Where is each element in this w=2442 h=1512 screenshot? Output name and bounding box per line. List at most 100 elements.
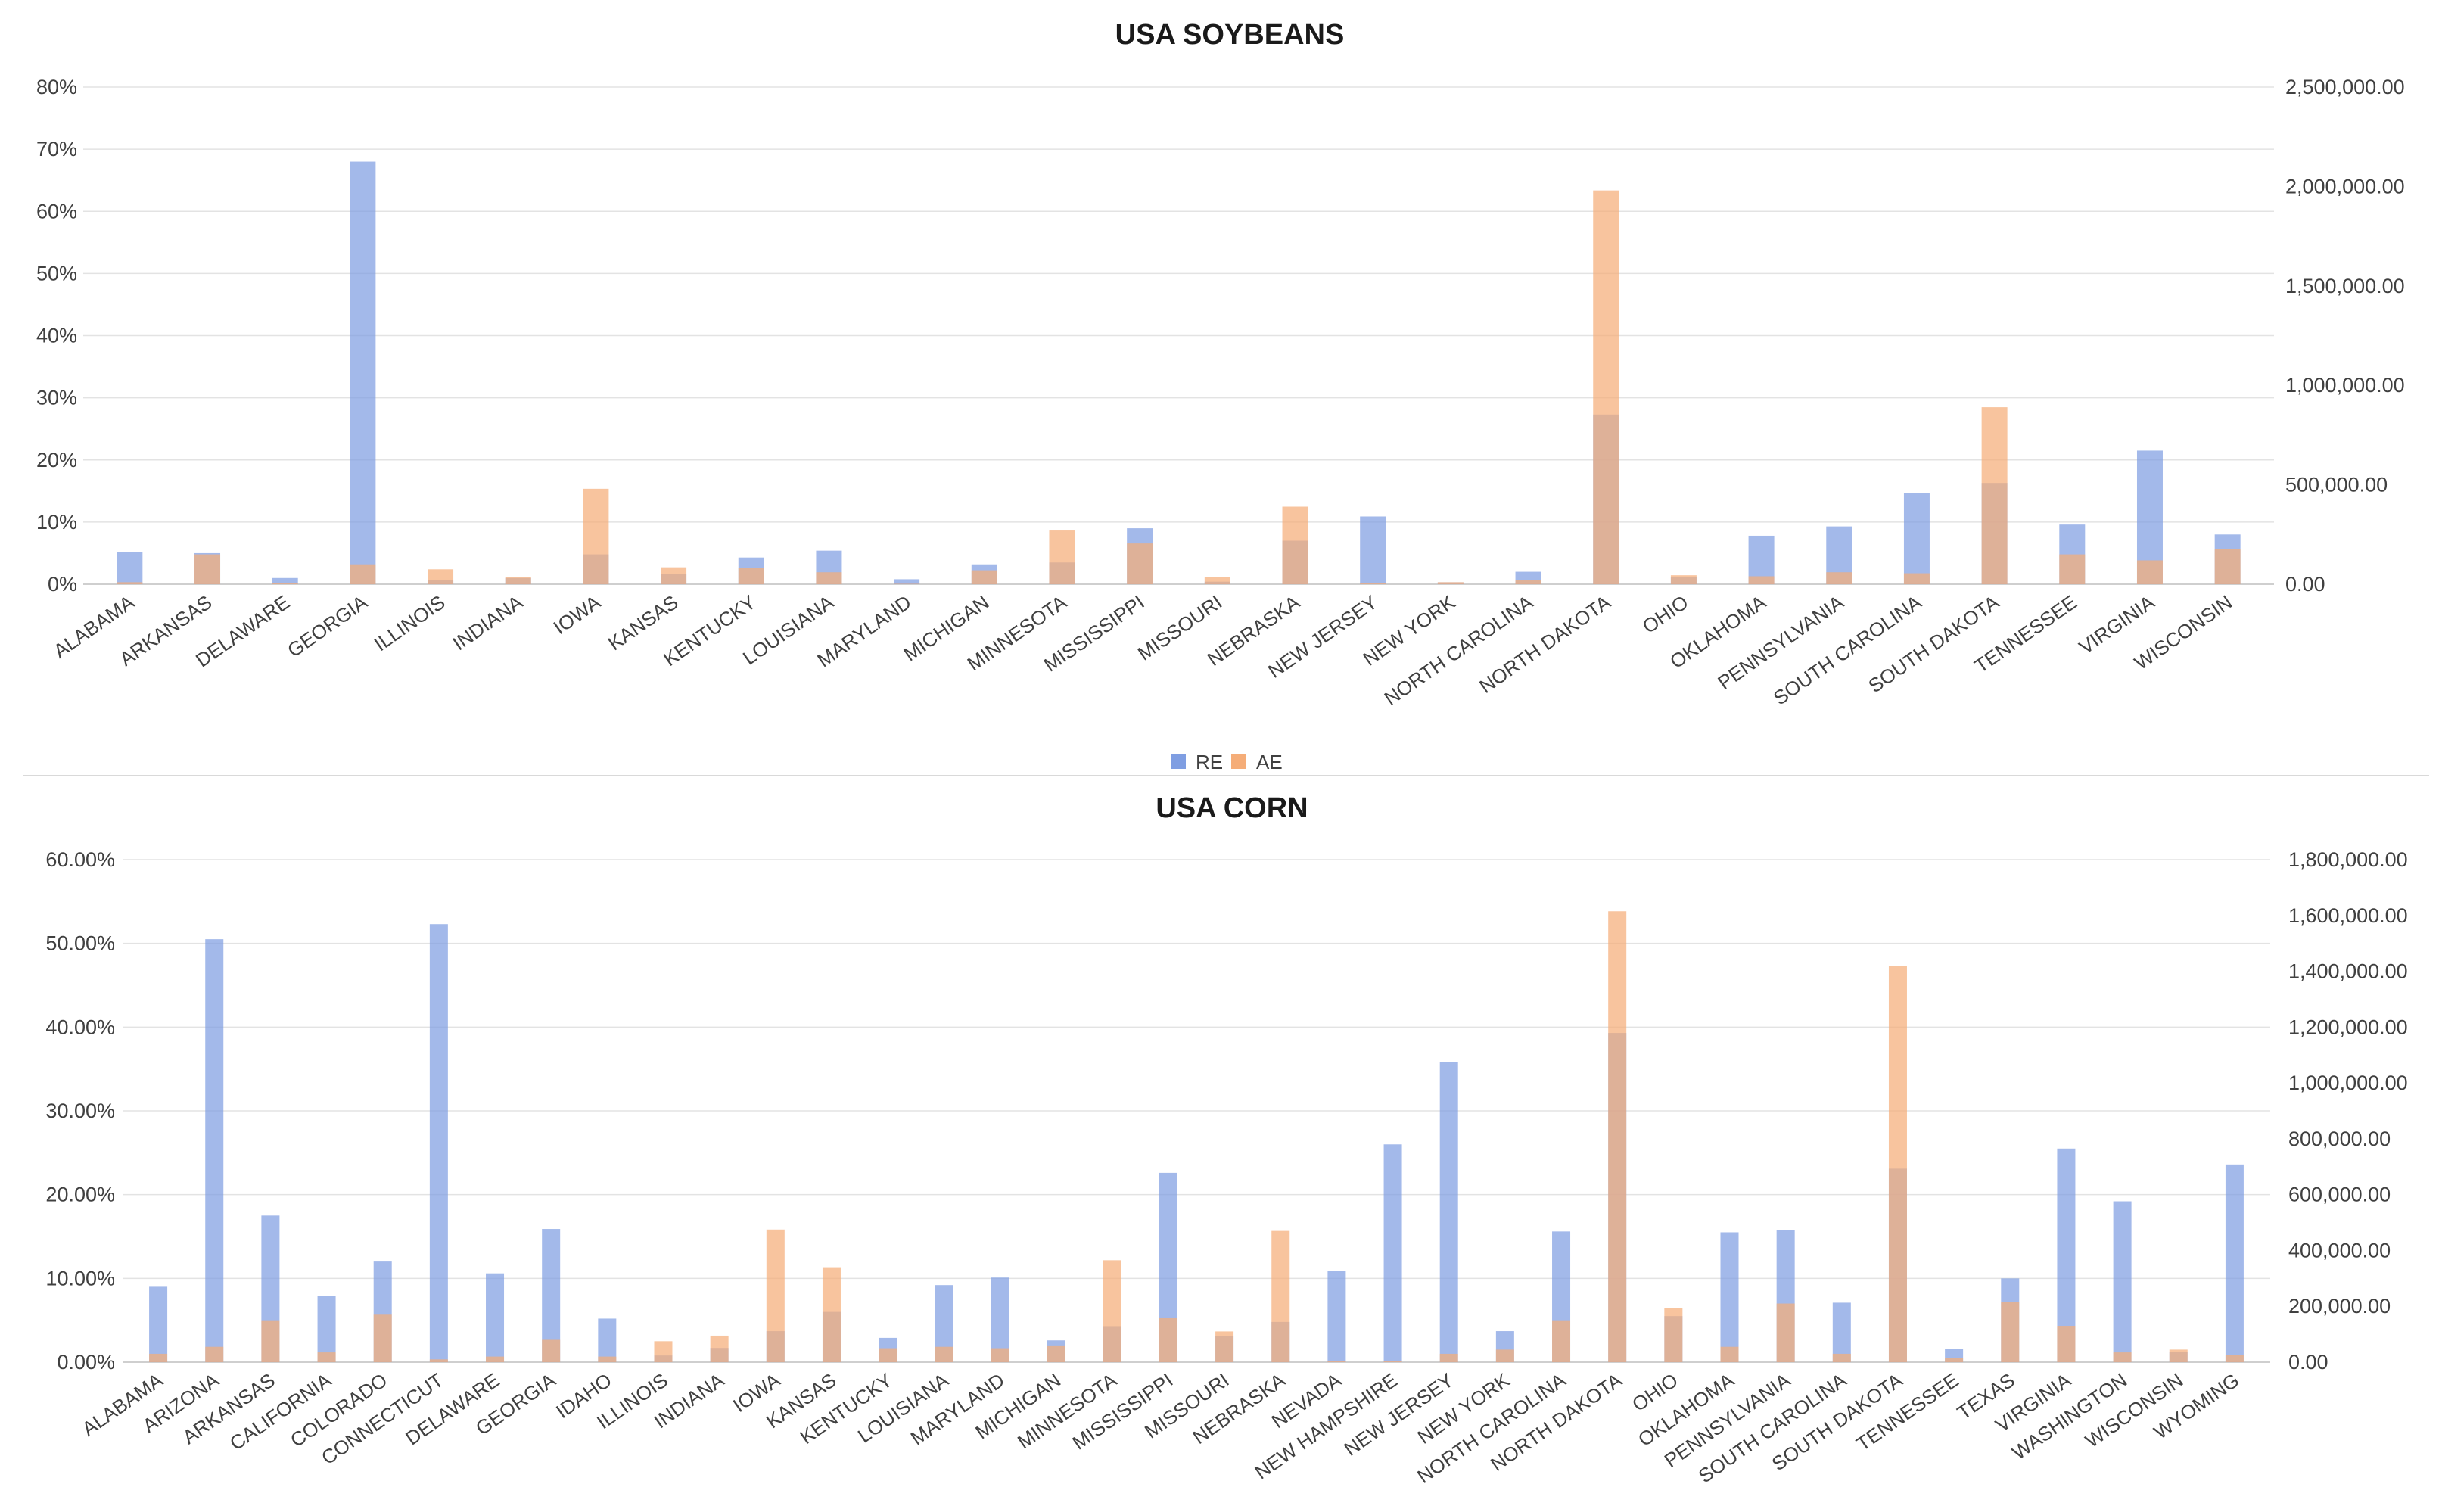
soybeans-left-tick-label: 60% <box>36 200 77 222</box>
soybeans-ae-bar-south-dakota <box>1981 407 2008 584</box>
corn-re-bar-delaware <box>486 1273 505 1362</box>
corn-ae-bar-washington <box>2113 1352 2132 1362</box>
soybeans-chart: USA SOYBEANS 0%10%20%30%40%50%60%70%80% … <box>36 19 2405 710</box>
corn-re-bar-california <box>317 1296 336 1362</box>
corn-ae-bar-new-york <box>1495 1349 1514 1362</box>
soybeans-ae-bar-ohio <box>1670 575 1697 584</box>
soybeans-ae-bar-louisiana <box>816 572 842 584</box>
corn-ae-bar-nevada <box>1327 1361 1346 1362</box>
soybeans-ae-bar-georgia <box>350 564 376 584</box>
soybeans-ae-bar-iowa <box>583 488 609 584</box>
corn-ae-bar-michigan <box>1047 1345 1065 1362</box>
corn-re-bar-maryland <box>991 1277 1009 1362</box>
soybeans-left-tick-label: 50% <box>36 262 77 285</box>
corn-ae-bar-california <box>317 1352 336 1362</box>
soybeans-ae-bar-delaware <box>272 583 298 584</box>
legend-label-ae: AE <box>1256 751 1283 773</box>
corn-ae-bar-new-hampshire <box>1383 1361 1402 1362</box>
soybeans-ae-bar-oklahoma <box>1748 576 1775 584</box>
soybeans-ae-bar-minnesota <box>1049 530 1075 584</box>
corn-ae-bar-louisiana <box>935 1346 953 1362</box>
corn-chart-title: USA CORN <box>1156 792 1308 824</box>
soybeans-ae-bar-illinois <box>428 569 454 584</box>
corn-ae-bar-north-carolina <box>1552 1320 1571 1362</box>
corn-ae-bar-colorado <box>373 1314 392 1362</box>
corn-ae-bar-texas <box>2001 1302 2020 1362</box>
corn-chart: USA CORN 0.00% 10.00% 20.00% 30.00% 40.00% 50… <box>45 792 2407 1488</box>
corn-right-tick-label: 200,000.00 <box>2288 1295 2391 1318</box>
soybeans-ae-bar-virginia <box>2136 560 2163 584</box>
corn-right-axis: 0.00 200,000.00 400,000.00 600,000.00 800,00… <box>2288 848 2408 1374</box>
corn-re-bar-connecticut <box>429 924 448 1362</box>
soybeans-category-label: GEORGIA <box>283 590 372 662</box>
corn-re-bar-wyoming <box>2225 1164 2244 1362</box>
soybeans-ae-bar-maryland <box>894 583 920 584</box>
corn-re-bar-washington <box>2113 1201 2132 1362</box>
corn-category-labels: ALABAMAARIZONAARKANSASCALIFORNIACOLORADO… <box>78 1368 2244 1488</box>
soybeans-ae-bar-new-york <box>1437 582 1464 584</box>
corn-ae-bar-kentucky <box>879 1348 897 1362</box>
legend-label-re: RE <box>1196 751 1223 773</box>
soybeans-re-bars <box>117 161 2241 585</box>
soybeans-right-axis: 0.00 500,000.00 1,000,000.00 1,500,000.00 2,… <box>2285 76 2405 596</box>
corn-right-tick-label: 0.00 <box>2288 1351 2328 1374</box>
corn-ae-bar-wyoming <box>2225 1355 2244 1362</box>
soybeans-right-tick-label: 500,000.00 <box>2285 474 2388 496</box>
soybeans-re-bar-georgia <box>350 161 376 585</box>
corn-ae-bars <box>149 911 2244 1362</box>
legend: RE AE <box>1171 751 1283 773</box>
soybeans-ae-bar-pennsylvania <box>1826 572 1852 584</box>
corn-ae-bar-arkansas <box>261 1320 280 1362</box>
soybeans-ae-bar-arkansas <box>194 554 221 584</box>
soybeans-ae-bar-alabama <box>117 582 143 584</box>
corn-ae-bar-illinois <box>654 1341 673 1362</box>
soybeans-ae-bar-new-jersey <box>1360 583 1386 584</box>
soybeans-left-tick-label: 40% <box>36 325 77 347</box>
soybeans-category-label: INDIANA <box>449 590 527 655</box>
corn-re-bar-nevada <box>1327 1271 1346 1362</box>
soybeans-ae-bar-missouri <box>1204 577 1230 584</box>
corn-ae-bar-mississippi <box>1159 1317 1177 1362</box>
soybeans-ae-bars <box>117 190 2241 584</box>
soybeans-re-bar-alabama <box>117 552 143 584</box>
soybeans-category-label: ILLINOIS <box>370 590 450 655</box>
soybeans-category-label: IOWA <box>549 590 605 639</box>
soybeans-left-axis: 0% 10% 20% 30% 40% 50% 60% 70% 80% <box>36 76 77 596</box>
soybeans-left-tick-label: 10% <box>36 511 77 534</box>
soybeans-ae-bar-north-dakota <box>1593 190 1619 584</box>
soybeans-ae-bar-south-carolina <box>1903 573 1930 584</box>
legend-swatch-ae <box>1231 754 1246 769</box>
soybeans-ae-bar-tennessee <box>2059 554 2086 584</box>
soybeans-left-tick-label: 0% <box>48 573 77 596</box>
corn-ae-bar-nebraska <box>1271 1230 1290 1362</box>
soybeans-category-label: NORTH CAROLINA <box>1380 590 1538 710</box>
corn-ae-bar-south-carolina <box>1832 1353 1851 1362</box>
corn-ae-bar-missouri <box>1215 1331 1234 1362</box>
soybeans-chart-title: USA SOYBEANS <box>1115 19 1345 51</box>
corn-ae-bar-idaho <box>598 1356 617 1362</box>
soybeans-category-label: OHIO <box>1638 590 1693 638</box>
soybeans-category-label: NORTH DAKOTA <box>1475 590 1615 698</box>
corn-ae-bar-iowa <box>766 1229 785 1362</box>
soybeans-re-bar-new-jersey <box>1360 516 1386 584</box>
soybeans-ae-bar-wisconsin <box>2214 549 2241 584</box>
soybeans-category-label: SOUTH CAROLINA <box>1769 590 1926 710</box>
soybeans-right-tick-label: 1,500,000.00 <box>2285 275 2405 297</box>
soybeans-right-tick-label: 2,500,000.00 <box>2285 76 2405 98</box>
soybeans-re-bar-oklahoma <box>1748 535 1775 584</box>
corn-ae-bar-south-dakota <box>1888 966 1907 1362</box>
corn-ae-bar-georgia <box>542 1339 561 1362</box>
corn-ae-bar-oklahoma <box>1720 1346 1739 1362</box>
corn-left-tick-label: 0.00% <box>57 1351 115 1374</box>
corn-ae-bar-wisconsin <box>2169 1349 2188 1362</box>
corn-left-tick-label: 30.00% <box>45 1100 115 1122</box>
soybeans-right-tick-label: 1,000,000.00 <box>2285 374 2405 397</box>
corn-re-bar-arizona <box>205 939 224 1362</box>
corn-re-bar-south-carolina <box>1832 1302 1851 1362</box>
soybeans-ae-bar-indiana <box>505 577 531 584</box>
soybeans-left-tick-label: 80% <box>36 76 77 98</box>
corn-left-axis: 0.00% 10.00% 20.00% 30.00% 40.00% 50.00% 60.00… <box>45 848 115 1374</box>
corn-ae-bar-virginia <box>2057 1326 2076 1362</box>
soybeans-ae-bar-kansas <box>661 567 687 584</box>
